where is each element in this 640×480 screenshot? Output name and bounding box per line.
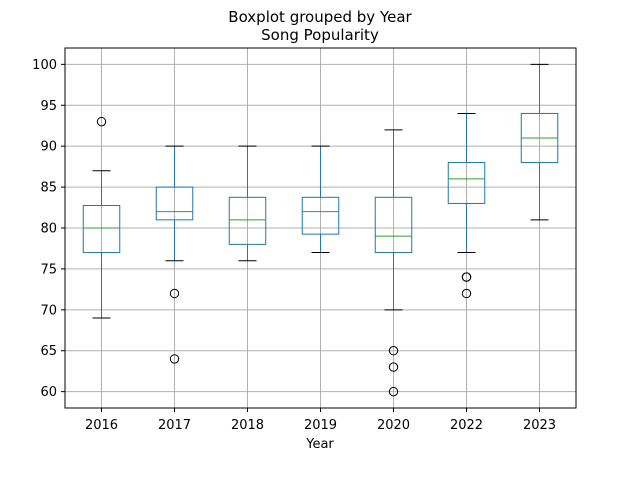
box-iqr (228, 196, 267, 245)
x-tick-label: 2016 (85, 418, 118, 433)
outlier-point (461, 272, 472, 282)
y-tick-label: 90 (40, 140, 57, 155)
x-tick-label: 2022 (450, 418, 483, 433)
outlier-point (461, 288, 472, 299)
x-tick-label: 2017 (158, 418, 191, 433)
box-group-2017 (155, 145, 194, 364)
y-tick-label: 70 (40, 303, 57, 318)
outlier-point (169, 288, 180, 299)
box-iqr (374, 196, 413, 254)
x-axis-label: Year (305, 437, 334, 452)
outlier-point (169, 354, 180, 364)
grid-lines (65, 48, 576, 408)
x-tick-label: 2018 (231, 418, 264, 433)
chart-subtitle: Song Popularity (261, 26, 379, 44)
y-tick-label: 95 (40, 99, 57, 114)
y-tick-label: 80 (40, 222, 57, 237)
outlier-point (96, 116, 107, 127)
box-group-2020 (374, 129, 413, 397)
y-tick-label: 100 (32, 58, 57, 73)
y-tick-label: 85 (40, 181, 57, 196)
box-group-2023 (520, 63, 559, 221)
y-tick-label: 60 (40, 385, 57, 400)
chart-title: Boxplot grouped by Year (228, 8, 412, 26)
x-tick-label: 2020 (377, 418, 410, 433)
box-iqr (301, 196, 340, 235)
x-tick-label: 2023 (523, 418, 556, 433)
box-group-2019 (301, 145, 340, 254)
box-iqr (155, 186, 194, 221)
box-group-2022 (447, 112, 486, 299)
box-iqr (447, 162, 486, 204)
outlier-point (388, 386, 399, 397)
outlier-point (388, 346, 399, 356)
y-tick-label: 75 (40, 262, 57, 277)
box-iqr (82, 205, 121, 254)
y-tick-label: 65 (40, 344, 57, 359)
axis-ticks: 60 65 70 75 80 85 90 95 100 2016 2017 2018 2019 2020 2… (32, 58, 556, 433)
outlier-point (388, 362, 399, 372)
box-series (82, 63, 559, 397)
box-group-2016 (82, 116, 121, 319)
x-tick-label: 2019 (304, 418, 337, 433)
box-group-2018 (228, 145, 267, 262)
